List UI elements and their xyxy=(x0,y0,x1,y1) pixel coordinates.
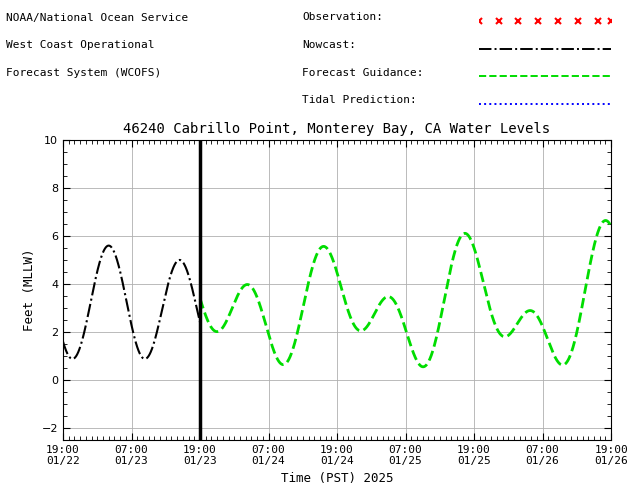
X-axis label: Time (PST) 2025: Time (PST) 2025 xyxy=(281,472,393,485)
Title: 46240 Cabrillo Point, Monterey Bay, CA Water Levels: 46240 Cabrillo Point, Monterey Bay, CA W… xyxy=(123,122,551,136)
Text: Forecast System (WCOFS): Forecast System (WCOFS) xyxy=(6,68,161,78)
Y-axis label: Feet (MLLW): Feet (MLLW) xyxy=(23,248,36,331)
Text: Forecast Guidance:: Forecast Guidance: xyxy=(302,68,424,78)
Text: Observation:: Observation: xyxy=(302,12,384,22)
Text: NOAA/National Ocean Service: NOAA/National Ocean Service xyxy=(6,12,188,22)
Text: West Coast Operational: West Coast Operational xyxy=(6,40,155,50)
Text: Nowcast:: Nowcast: xyxy=(302,40,357,50)
Text: Tidal Prediction:: Tidal Prediction: xyxy=(302,95,417,105)
